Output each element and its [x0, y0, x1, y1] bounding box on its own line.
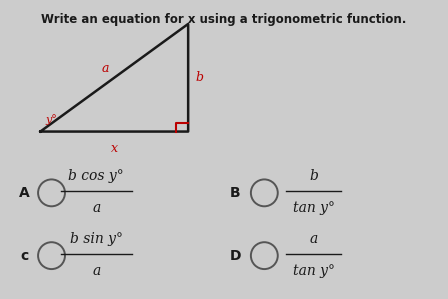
Text: a: a — [102, 62, 109, 75]
Text: Write an equation for x using a trigonometric function.: Write an equation for x using a trigonom… — [41, 13, 407, 26]
Text: A: A — [19, 186, 30, 200]
Text: tan y°: tan y° — [293, 264, 335, 277]
Text: b sin y°: b sin y° — [70, 232, 123, 246]
Text: a: a — [310, 232, 318, 246]
Text: a: a — [92, 201, 100, 215]
Text: b: b — [195, 71, 203, 84]
Text: c: c — [21, 249, 29, 263]
Text: x: x — [111, 141, 118, 155]
Text: a: a — [92, 264, 100, 277]
Text: D: D — [229, 249, 241, 263]
Text: b: b — [309, 170, 318, 183]
Text: tan y°: tan y° — [293, 201, 335, 215]
Text: b cos y°: b cos y° — [69, 170, 124, 183]
Text: B: B — [230, 186, 241, 200]
Text: y°: y° — [46, 114, 57, 125]
